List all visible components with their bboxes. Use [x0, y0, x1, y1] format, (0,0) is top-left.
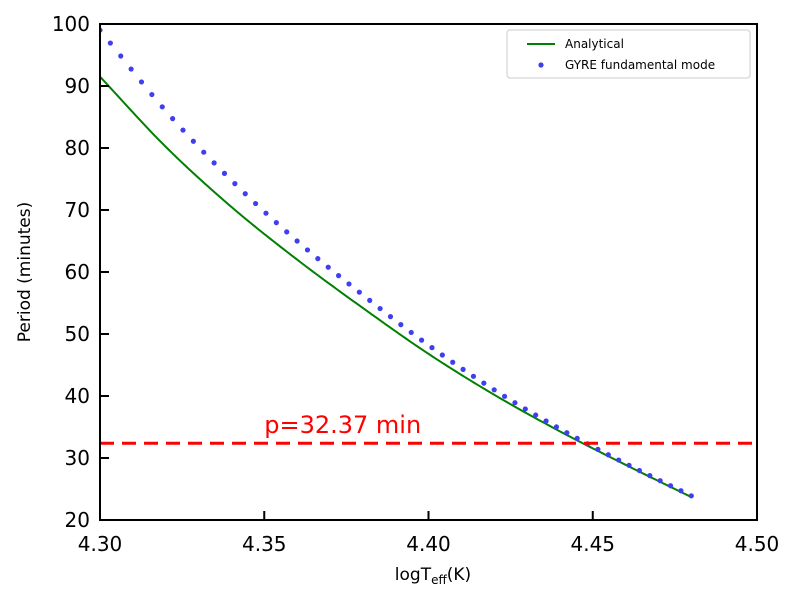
y-tick-label: 70	[65, 198, 90, 222]
gyre-data-point	[512, 400, 518, 406]
gyre-data-point	[429, 345, 435, 351]
gyre-data-point	[678, 488, 684, 494]
gyre-data-point	[149, 91, 155, 98]
gyre-data-point	[232, 181, 238, 187]
gyre-data-point	[211, 160, 217, 166]
gyre-data-point	[367, 297, 373, 304]
y-tick-label: 20	[65, 508, 90, 532]
gyre-data-point	[657, 478, 663, 484]
gyre-data-point	[242, 191, 248, 197]
gyre-data-point	[408, 329, 414, 336]
y-tick-label: 100	[52, 12, 90, 36]
gyre-data-point	[450, 359, 456, 365]
y-tick-label: 50	[65, 322, 90, 346]
x-tick-label: 4.30	[78, 532, 123, 556]
gyre-data-point	[564, 430, 570, 436]
y-axis-ticks: 20 30 40 50 60 70 80 90 100	[52, 12, 109, 532]
gyre-data-point	[616, 457, 622, 463]
gyre-data-point	[501, 393, 508, 399]
gyre-data-point	[439, 352, 445, 358]
gyre-data-point	[605, 452, 611, 458]
legend: Analytical GYRE fundamental mode	[506, 29, 751, 79]
x-tick-label: 4.50	[735, 532, 780, 556]
gyre-data-point	[180, 127, 186, 133]
gyre-data-point	[543, 418, 549, 424]
gyre-data-point	[470, 373, 477, 379]
gyre-data-point	[481, 380, 487, 386]
plot-area: p=32.37 min	[99, 23, 758, 521]
x-axis-label-subscript: eff	[431, 573, 447, 587]
gyre-data-point	[170, 116, 176, 122]
gyre-data-point	[647, 473, 653, 479]
gyre-data-point	[201, 149, 207, 155]
gyre-data-point	[190, 138, 196, 144]
legend-label: Analytical	[565, 37, 624, 51]
gyre-data-point	[418, 337, 425, 343]
y-tick-label: 60	[65, 260, 90, 284]
gyre-data-point	[398, 322, 404, 328]
gyre-data-point	[107, 40, 113, 46]
gyre-data-point	[377, 305, 383, 312]
x-axis-label: logTeff(K)	[395, 565, 471, 587]
gyre-data-point	[667, 483, 674, 489]
y-tick-label: 30	[65, 446, 90, 470]
gyre-data-point	[221, 170, 228, 176]
gyre-data-point	[263, 210, 269, 216]
legend-gyre-swatch	[538, 62, 544, 68]
gyre-data-point	[253, 200, 259, 207]
gyre-data-point	[460, 366, 466, 372]
gyre-data-point	[304, 247, 311, 253]
gyre-data-point	[553, 424, 560, 430]
plot-frame	[99, 23, 758, 521]
period-annotation: p=32.37 min	[264, 411, 421, 439]
gyre-data-point	[491, 387, 497, 393]
x-tick-label: 4.35	[242, 532, 287, 556]
x-tick-label: 4.40	[406, 532, 451, 556]
legend-box	[506, 29, 751, 79]
series-layer	[100, 27, 757, 499]
y-tick-label: 80	[65, 136, 90, 160]
gyre-data-point	[574, 435, 580, 441]
gyre-data-point	[688, 493, 694, 499]
gyre-data-point	[626, 462, 632, 468]
y-tick-label: 40	[65, 384, 90, 408]
gyre-data-point	[325, 264, 331, 270]
gyre-data-point	[335, 273, 342, 279]
gyre-data-point	[118, 53, 124, 59]
gyre-data-point	[138, 79, 145, 85]
gyre-data-point	[284, 229, 290, 235]
series-gyre-points	[100, 27, 694, 499]
x-axis-ticks: 4.30 4.35 4.40 4.45 4.50	[78, 511, 780, 556]
gyre-data-point	[346, 281, 352, 287]
x-axis-label-suffix: (K)	[447, 565, 471, 585]
gyre-data-point	[315, 256, 321, 262]
gyre-data-point	[273, 220, 279, 226]
gyre-data-point	[533, 412, 539, 418]
gyre-data-point	[128, 66, 134, 72]
gyre-data-point	[595, 446, 601, 452]
series-analytical-line	[100, 76, 692, 498]
gyre-data-point	[522, 406, 528, 412]
gyre-data-point	[294, 238, 300, 244]
y-axis-label: Period (minutes)	[15, 202, 35, 343]
gyre-data-point	[159, 104, 165, 110]
gyre-data-point	[636, 467, 643, 474]
x-axis-label-base: logT	[395, 565, 432, 585]
gyre-data-point	[356, 289, 362, 295]
gyre-data-point	[387, 314, 394, 320]
y-tick-label: 90	[65, 74, 90, 98]
legend-label: GYRE fundamental mode	[565, 58, 715, 72]
x-tick-label: 4.45	[570, 532, 615, 556]
